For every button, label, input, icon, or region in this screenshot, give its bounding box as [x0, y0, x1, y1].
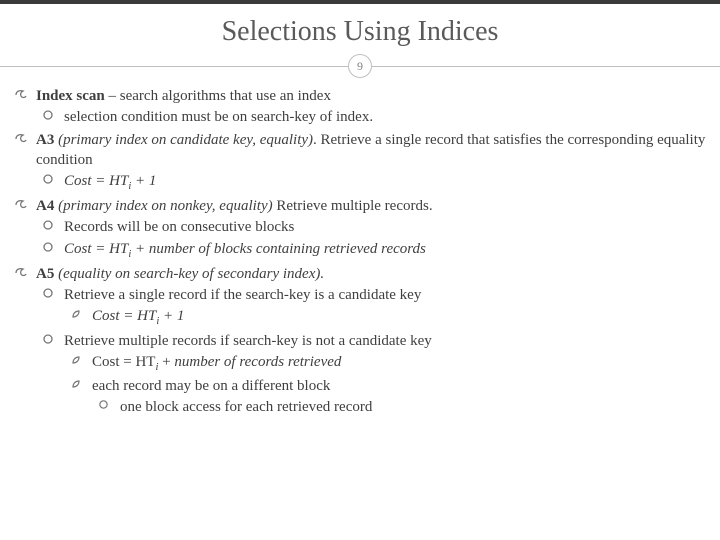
text-line: Cost = HTi + 1 [64, 171, 706, 194]
page-number-badge: 9 [348, 54, 372, 78]
circle-bullet-icon [42, 285, 64, 305]
sub-bullet: Records will be on consecutive blocks [42, 217, 706, 237]
cost-text: + 1 [159, 308, 184, 324]
curl-bullet-icon [14, 264, 36, 284]
text-line: Records will be on consecutive blocks [64, 217, 706, 237]
sub-sub-sub-bullet: one block access for each retrieved reco… [98, 397, 706, 417]
text-line: Cost = HTi + 1 [92, 306, 706, 329]
italic-text: number of records retrieved [174, 354, 341, 370]
circle-bullet-icon [98, 397, 120, 417]
curl-bullet-icon [14, 196, 36, 216]
cost-text: + [158, 354, 174, 370]
bold-text: Index scan [36, 88, 105, 104]
cost-text: + number of blocks containing retrieved … [131, 241, 426, 257]
leaf-bullet-icon [70, 352, 92, 375]
sub-sub-bullet: Cost = HTi + number of records retrieved [70, 352, 706, 375]
sub-bullet: selection condition must be on search-ke… [42, 107, 706, 127]
italic-text: (primary index on candidate key, equalit… [58, 132, 313, 148]
bullet-index-scan: Index scan – search algorithms that use … [14, 86, 706, 106]
sub-bullet: Retrieve a single record if the search-k… [42, 285, 706, 305]
leaf-bullet-icon [70, 306, 92, 329]
cost-text: Cost = HT [64, 173, 128, 189]
text-line: selection condition must be on search-ke… [64, 107, 706, 127]
slide: Selections Using Indices 9 Index scan – … [0, 0, 720, 540]
bold-text: A5 [36, 266, 58, 282]
circle-bullet-icon [42, 107, 64, 127]
text-line: A3 (primary index on candidate key, equa… [36, 130, 706, 171]
sub-sub-bullet: Cost = HTi + 1 [70, 306, 706, 329]
title-divider: 9 [14, 54, 706, 80]
sub-sub-bullet: each record may be on a different block [70, 376, 706, 396]
cost-text: Cost = HT [92, 308, 156, 324]
plain-text: – search algorithms that use an index [105, 88, 331, 104]
italic-text: (primary index on nonkey, equality) [58, 198, 276, 214]
italic-text: (equality on search-key of secondary ind… [58, 266, 324, 282]
text-line: Retrieve a single record if the search-k… [64, 285, 706, 305]
sub-bullet: Cost = HTi + number of blocks containing… [42, 239, 706, 262]
curl-bullet-icon [14, 130, 36, 171]
text-line: each record may be on a different block [92, 376, 706, 396]
circle-bullet-icon [42, 239, 64, 262]
sub-bullet: Retrieve multiple records if search-key … [42, 331, 706, 351]
curl-bullet-icon [14, 86, 36, 106]
slide-title: Selections Using Indices [14, 16, 706, 48]
text-line: A5 (equality on search-key of secondary … [36, 264, 706, 284]
text-line: A4 (primary index on nonkey, equality) R… [36, 196, 706, 216]
circle-bullet-icon [42, 331, 64, 351]
text-line: Retrieve multiple records if search-key … [64, 331, 706, 351]
sub-bullet: Cost = HTi + 1 [42, 171, 706, 194]
bold-text: A3 [36, 132, 58, 148]
cost-text: + 1 [131, 173, 156, 189]
circle-bullet-icon [42, 171, 64, 194]
bullet-a3: A3 (primary index on candidate key, equa… [14, 130, 706, 171]
circle-bullet-icon [42, 217, 64, 237]
bold-text: A4 [36, 198, 58, 214]
bullet-a5: A5 (equality on search-key of secondary … [14, 264, 706, 284]
plain-text: Retrieve multiple records. [276, 198, 432, 214]
slide-content: Index scan – search algorithms that use … [14, 86, 706, 417]
text-line: one block access for each retrieved reco… [120, 397, 706, 417]
leaf-bullet-icon [70, 376, 92, 396]
text-line: Cost = HTi + number of records retrieved [92, 352, 706, 375]
text-line: Index scan – search algorithms that use … [36, 86, 706, 106]
cost-text: Cost = HT [92, 354, 155, 370]
cost-text: Cost = HT [64, 241, 128, 257]
bullet-a4: A4 (primary index on nonkey, equality) R… [14, 196, 706, 216]
text-line: Cost = HTi + number of blocks containing… [64, 239, 706, 262]
